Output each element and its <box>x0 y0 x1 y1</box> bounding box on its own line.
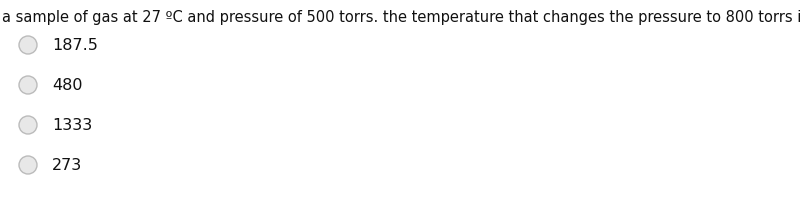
Text: 1333: 1333 <box>52 117 92 133</box>
Text: 480: 480 <box>52 77 82 92</box>
Circle shape <box>19 36 37 54</box>
Circle shape <box>19 76 37 94</box>
Text: 273: 273 <box>52 158 82 173</box>
Circle shape <box>19 156 37 174</box>
Text: 187.5: 187.5 <box>52 38 98 53</box>
Text: a sample of gas at 27 ºC and pressure of 500 torrs. the temperature that changes: a sample of gas at 27 ºC and pressure of… <box>2 10 800 25</box>
Circle shape <box>19 116 37 134</box>
